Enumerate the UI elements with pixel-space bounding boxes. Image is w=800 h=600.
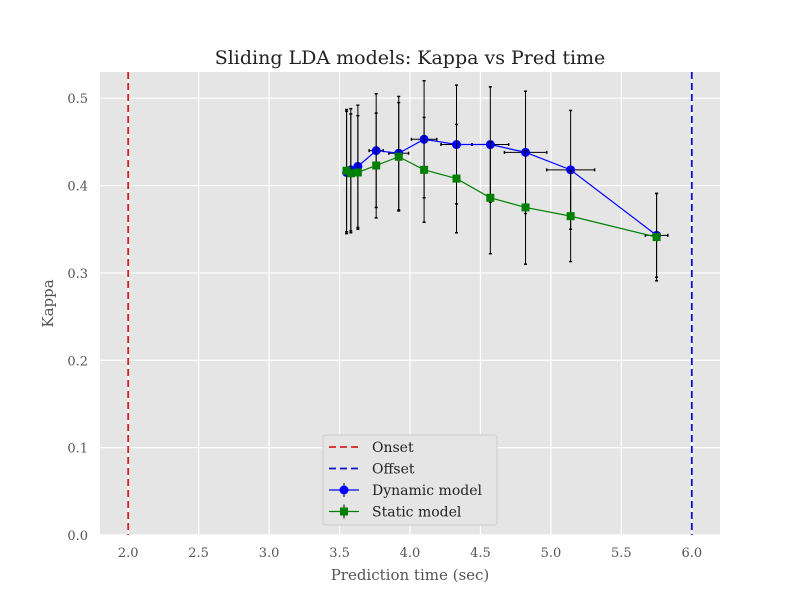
x-tick-label: 3.0 bbox=[259, 546, 280, 561]
legend-item-dynamic-model-label: Dynamic model bbox=[372, 483, 482, 499]
series-layer bbox=[342, 79, 669, 282]
static-model-point bbox=[486, 193, 495, 202]
x-tick-label: 2.5 bbox=[188, 546, 209, 561]
x-tick-label: 6.0 bbox=[681, 546, 702, 561]
x-tick-label: 2.0 bbox=[118, 546, 139, 561]
legend-item-offset-label: Offset bbox=[372, 462, 415, 478]
static-model-series bbox=[342, 101, 661, 282]
legend-item-static-model-marker bbox=[340, 507, 348, 516]
y-tick-label: 0.0 bbox=[67, 529, 88, 544]
x-tick-label: 5.5 bbox=[611, 546, 632, 561]
legend-item-static-model: Static model bbox=[329, 504, 462, 521]
legend-box bbox=[322, 434, 498, 526]
x-tick-label: 5.0 bbox=[541, 546, 562, 561]
y-tick-label: 0.5 bbox=[67, 92, 88, 107]
x-tick-label: 3.5 bbox=[329, 546, 350, 561]
static-model-point bbox=[372, 161, 381, 170]
dynamic-model-point bbox=[566, 165, 576, 175]
legend-item-offset: Offset bbox=[329, 462, 415, 478]
static-model-point bbox=[521, 203, 530, 212]
legend-item-dynamic-model: Dynamic model bbox=[329, 483, 482, 499]
y-tick-label: 0.2 bbox=[67, 354, 88, 369]
x-tick-label: 4.5 bbox=[470, 546, 491, 561]
x-tick-label: 4.0 bbox=[400, 546, 421, 561]
legend-item-onset: Onset bbox=[329, 440, 414, 456]
x-axis-label: Prediction time (sec) bbox=[331, 566, 490, 584]
legend-item-static-model-label: Static model bbox=[372, 505, 462, 521]
static-model-point bbox=[566, 212, 575, 221]
static-model-point bbox=[652, 233, 661, 242]
static-model-point bbox=[394, 152, 403, 161]
static-model-point bbox=[353, 168, 362, 177]
legend: Onset Offset Dynamic model Static model bbox=[322, 434, 498, 526]
y-tick-label: 0.4 bbox=[67, 180, 88, 195]
static-model-point bbox=[452, 174, 461, 183]
static-model-point bbox=[420, 165, 429, 174]
y-axis-label: Kappa bbox=[39, 279, 57, 327]
y-tick-label: 0.3 bbox=[67, 267, 88, 282]
static-model-point bbox=[342, 166, 351, 175]
chart-title: Sliding LDA models: Kappa vs Pred time bbox=[215, 47, 606, 69]
tick-labels: 2.0 2.5 3.0 3.5 4.0 4.5 5.0 5.5 6.0 0.0 0.1 0.2 0.3 0… bbox=[67, 92, 702, 561]
legend-item-onset-label: Onset bbox=[372, 440, 414, 456]
legend-item-dynamic-model-marker bbox=[339, 485, 349, 495]
reference-lines bbox=[127, 72, 693, 535]
y-tick-label: 0.1 bbox=[67, 442, 88, 457]
static-model-point bbox=[346, 169, 355, 178]
